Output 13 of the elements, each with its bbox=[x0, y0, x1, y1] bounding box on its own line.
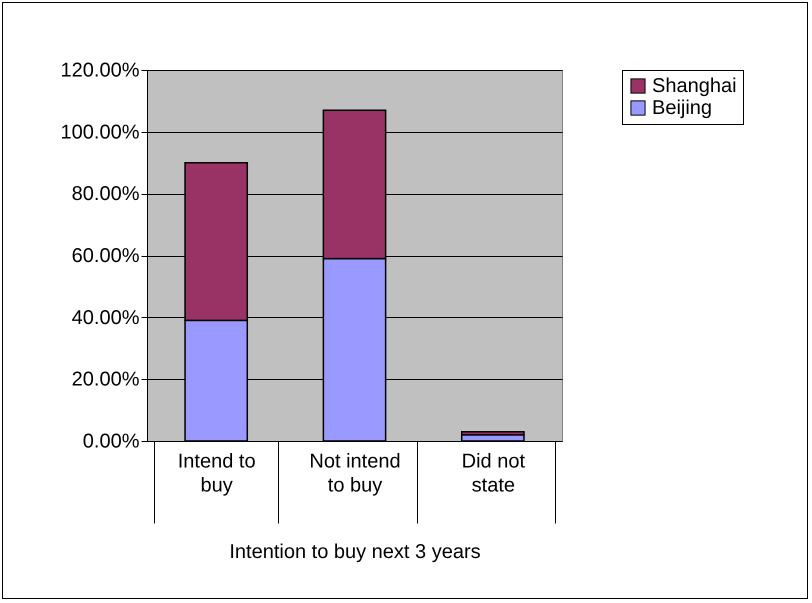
legend-label: Beijing bbox=[652, 97, 712, 119]
y-tick-label: 120.00% bbox=[60, 60, 140, 82]
legend-label: Shanghai bbox=[652, 75, 737, 97]
y-tick-label: 20.00% bbox=[72, 368, 140, 391]
x-tick-label: Did not state bbox=[462, 450, 526, 496]
y-tick-label: 100.00% bbox=[60, 121, 140, 144]
y-tick-label: 60.00% bbox=[72, 245, 140, 267]
x-tick-label: Not intend to buy bbox=[309, 450, 401, 496]
y-tick-label: 0.00% bbox=[82, 430, 140, 452]
y-tick-label: 80.00% bbox=[72, 183, 140, 206]
x-tick-label: Intend to buy bbox=[178, 450, 256, 496]
y-tick-label: 40.00% bbox=[72, 306, 140, 329]
x-axis-title: Intention to buy next 3 years bbox=[229, 541, 481, 563]
